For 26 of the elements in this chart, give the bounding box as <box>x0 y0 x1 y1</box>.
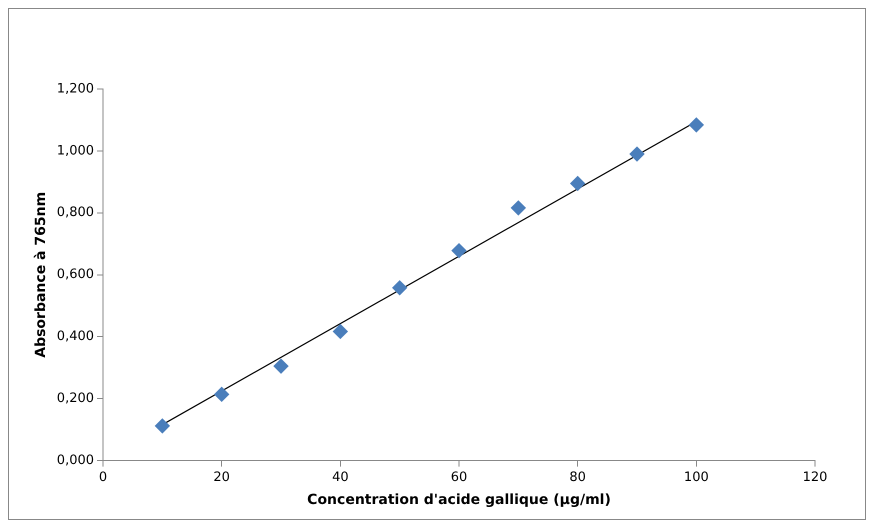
point <box>332 324 348 339</box>
point <box>688 117 704 132</box>
point <box>630 146 645 162</box>
point <box>154 418 170 434</box>
x-tick-label: 120 <box>802 470 828 485</box>
y-tick-label: 1,000 <box>56 143 94 158</box>
point <box>392 280 408 296</box>
x-tick-label: 60 <box>450 470 468 485</box>
x-tick-label: 40 <box>332 470 349 485</box>
point <box>452 243 467 258</box>
y-tick-label: 0,000 <box>56 452 94 468</box>
x-tick-label: 100 <box>684 470 709 485</box>
y-tick-label: 1,200 <box>56 81 94 96</box>
x-axis-title: Concentration d'acide gallique (µg/ml) <box>307 492 611 508</box>
y-tick-label: 0,400 <box>56 329 94 344</box>
y-tick-label: 0,600 <box>56 267 94 282</box>
x-tick-label: 0 <box>98 470 108 485</box>
point <box>274 358 289 374</box>
point <box>214 386 230 402</box>
x-tick-label: 80 <box>569 470 586 485</box>
y-tick-label: 0,200 <box>56 391 94 406</box>
point <box>570 176 586 191</box>
y-axis-title: Absorbance à 765nm <box>33 192 50 358</box>
point <box>510 200 526 216</box>
y-tick-label: 0,800 <box>56 205 94 220</box>
x-tick-label: 20 <box>213 470 230 485</box>
